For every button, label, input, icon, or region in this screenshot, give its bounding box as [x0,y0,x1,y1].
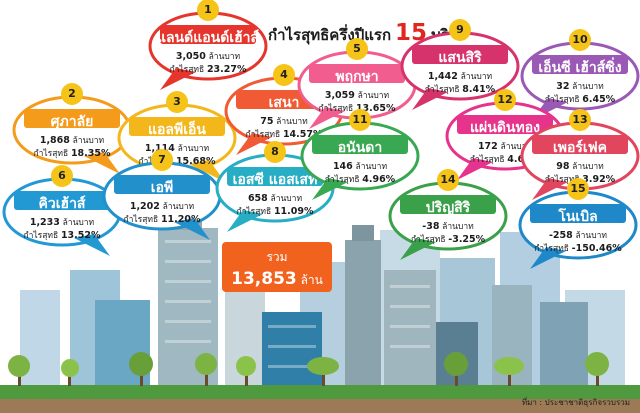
rank-badge: 3 [166,91,188,113]
rank-badge: 14 [437,169,459,191]
company-name: แผ่นดินทอง [470,120,540,136]
company-bubble: 15 โนเบิล -258 ล้านบาทกำไรสุทธิ -150.46% [518,178,638,269]
profit-line: 658 ล้านบาท [247,193,303,204]
profit-line: 3,059 ล้านบาท [324,90,390,101]
profit-line: 1,202 ล้านบาท [129,201,195,212]
company-bubble: 10 เอ็นซี เฮ้าส์ซิ่ง 32 ล้านบาทกำไรสุทธิ 6… [520,29,640,120]
profit-line: 3,050 ล้านบาท [175,51,241,62]
company-name: เอสซี แอสเสท [232,172,318,188]
margin-line: กำไรสุทธิ 13.52% [23,230,101,241]
profit-line: 98 ล้านบาท [556,161,604,172]
profit-line: 32 ล้านบาท [556,81,604,92]
profit-line: -258 ล้านบาท [548,230,608,241]
company-name: โนเบิล [558,209,598,225]
profit-line: 1,868 ล้านบาท [39,135,105,146]
company-name: เอพี [150,180,174,196]
total-profit-box: รวม 13,853 ล้านบาท [222,242,332,306]
profit-line: 172 ล้านบาท [477,141,533,152]
speech-bubble-shape [388,181,508,260]
company-bubble: 8 เอสซี แอสเสท 658 ล้านบาทกำไรสุทธิ 11.09% [215,141,335,232]
rank-badge: 11 [349,109,371,131]
rank-badge: 12 [494,89,516,111]
margin-line: กำไรสุทธิ -3.25% [410,234,486,245]
company-name: อนันดา [337,140,383,156]
total-value: 13,853 ล้านบาท [231,269,323,306]
rank-badge: 10 [569,29,591,51]
speech-bubble-shape [300,121,420,200]
speech-bubble-shape [400,31,520,110]
margin-line: กำไรสุทธิ 13.65% [318,103,396,114]
profit-line: -38 ล้านบาท [422,221,474,232]
company-name: ปริญสิริ [425,200,471,216]
company-bubble: 1 แลนด์แอนด์เฮ้าส์ 3,050 ล้านบาทกำไรสุทธิ … [148,0,268,90]
rank-badge: 9 [449,19,471,41]
rank-badge: 15 [567,178,589,200]
company-bubble: 11 อนันดา 146 ล้านบาทกำไรสุทธิ 4.96% [300,109,420,200]
margin-line: กำไรสุทธิ 18.35% [33,148,111,159]
company-name: แลนด์แอนด์เฮ้าส์ [156,30,260,46]
speech-bubble-shape [297,50,417,129]
company-name: เสนา [268,95,300,111]
margin-line: กำไรสุทธิ 14.57% [245,129,323,140]
rank-badge: 8 [264,141,286,163]
company-name: พฤกษา [335,69,379,85]
profit-line: 1,233 ล้านบาท [29,217,95,228]
company-bubble: 6 คิวเฮ้าส์ 1,233 ล้านบาทกำไรสุทธิ 13.52% [2,165,122,256]
speech-bubble-shape [518,190,638,269]
rank-badge: 5 [346,38,368,60]
company-bubble: 2 ศุภาลัย 1,868 ล้านบาทกำไรสุทธิ 18.35% [12,83,132,174]
margin-line: กำไรสุทธิ 6.45% [544,94,616,105]
margin-line: กำไรสุทธิ 3.92% [544,174,616,185]
rank-badge: 6 [51,165,73,187]
profit-line: 1,114 ล้านบาท [145,143,210,154]
speech-bubble-shape [215,153,335,232]
margin-line: กำไรสุทธิ 4.96% [324,174,396,185]
margin-line: กำไรสุทธิ 11.20% [123,214,201,225]
speech-bubble-shape [102,161,222,240]
rank-badge: 4 [273,64,295,86]
rank-badge: 7 [151,149,173,171]
rank-badge: 13 [569,109,591,131]
margin-line: กำไรสุทธิ 11.09% [236,206,314,217]
company-name: แอลพีเอ็น [147,122,206,138]
company-name: ศุภาลัย [50,114,94,130]
profit-line: 146 ล้านบาท [332,161,388,172]
total-label: รวม [266,250,288,264]
margin-line: กำไรสุทธิ 23.27% [169,64,247,75]
rank-badge: 2 [61,83,83,105]
company-name: เพอร์เฟค [552,140,607,156]
rank-badge: 1 [197,0,219,21]
company-bubble: 5 พฤกษา 3,059 ล้านบาทกำไรสุทธิ 13.65% [297,38,417,129]
profit-line: 1,442 ล้านบาท [427,71,493,82]
profit-line: 75 ล้านบาท [260,116,308,127]
company-bubble: 14 ปริญสิริ -38 ล้านบาทกำไรสุทธิ -3.25% [388,169,508,260]
company-bubble: 7 เอพี 1,202 ล้านบาทกำไรสุทธิ 11.20% [102,149,222,240]
source-credit: ที่มา : ประชาชาติธุรกิจรวบรวม [521,398,630,407]
margin-line: กำไรสุทธิ 8.41% [424,84,496,95]
company-name: คิวเฮ้าส์ [38,196,86,212]
company-name: แสนสิริ [438,50,482,66]
margin-line: กำไรสุทธิ -150.46% [534,243,622,254]
company-bubble: 9 แสนสิริ 1,442 ล้านบาทกำไรสุทธิ 8.41% [400,19,520,110]
company-name: เอ็นซี เฮ้าส์ซิ่ง [538,60,622,76]
